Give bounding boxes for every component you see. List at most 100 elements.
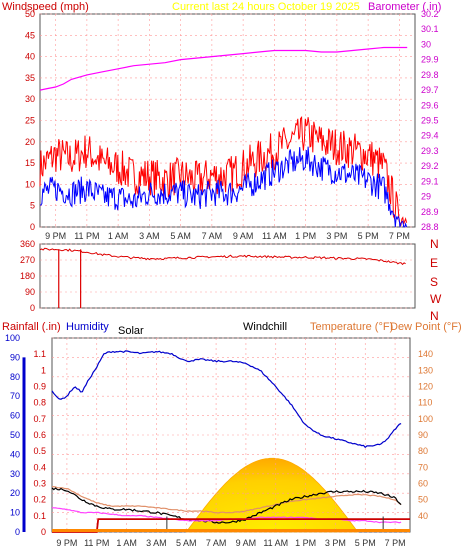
compass-label: N: [430, 309, 439, 323]
barometer-tick: 28.9: [421, 207, 439, 217]
barometer-tick: 30.1: [421, 24, 439, 34]
rainfall-axis-label: Rainfall (.in): [2, 321, 61, 333]
humidity-line: [51, 350, 402, 449]
solar-label: Solar: [118, 325, 144, 337]
temperature-ticks: 40 50 60 70 80 90 100 110 120 130 140: [418, 349, 433, 521]
temperature-tick: 60: [418, 479, 428, 489]
humidity-tick: 70: [10, 391, 20, 401]
rainfall-tick: 0.3: [33, 479, 46, 489]
weather-time-tick: 9 AM: [236, 538, 257, 548]
humidity-ticks: 0 10 20 30 40 50 60 70 80 90 100: [5, 333, 26, 537]
rainfall-tick: 1: [41, 365, 46, 375]
weather-time-tick: 7 AM: [206, 538, 227, 548]
rainfall-tick: 0.7: [33, 414, 46, 424]
weather-time-tick: 11 AM: [263, 538, 288, 548]
wind-speed-tick: 25: [25, 116, 35, 126]
temperature-tick: 50: [418, 495, 428, 505]
weather-time-tick: 5 PM: [355, 538, 376, 548]
barometer-line: [39, 46, 408, 91]
temperature-tick: 80: [418, 446, 428, 456]
barometer-tick: 29.4: [421, 131, 439, 141]
barometer-tick: 29.6: [421, 100, 439, 110]
barometer-ticks: 28.8 28.9 29 29.1 29.2 29.3 29.4 29.5 29.6 29.7 29…: [421, 9, 439, 232]
wind-time-tick: 11 PM: [74, 231, 99, 241]
temperature-tick: 130: [418, 365, 433, 375]
wind-speed-tick: 50: [25, 9, 35, 19]
rain-baseline: [52, 529, 410, 532]
humidity-tick: 10: [10, 508, 20, 518]
compass-label: W: [430, 292, 442, 306]
direction-degree-tick: 0: [30, 303, 35, 313]
barometer-tick: 28.8: [421, 222, 439, 232]
direction-series: [39, 247, 406, 308]
humidity-tick: 30: [10, 469, 20, 479]
temperature-tick: 100: [418, 414, 433, 424]
wind-speed-tick: 35: [25, 73, 35, 83]
wind-time-tick: 9 PM: [45, 231, 66, 241]
weather-time-tick: 5 AM: [176, 538, 197, 548]
wind-time-tick: 5 AM: [170, 231, 191, 241]
wind-speed-tick: 0: [30, 222, 35, 232]
windchill-line: [51, 487, 402, 524]
barometer-tick: 29.1: [421, 176, 439, 186]
compass-label: E: [430, 256, 438, 270]
humidity-tick: 50: [10, 430, 20, 440]
temperature-tick: 70: [418, 462, 428, 472]
humidity-tick: 40: [10, 449, 20, 459]
rainfall-ticks: 0 0.1 0.2 0.3 0.4 0.5 0.6 0.7 0.8 0.9 1 1.1: [33, 349, 46, 537]
direction-plot-frame: [39, 243, 416, 309]
direction-degree-tick: 360: [20, 239, 35, 249]
weather-time-tick: 9 PM: [56, 538, 77, 548]
barometer-tick: 30: [421, 39, 431, 49]
weather-time-tick: 3 PM: [325, 538, 346, 548]
barometer-tick: 29.2: [421, 161, 439, 171]
weather-time-tick: 11 PM: [84, 538, 109, 548]
direction-degree-tick: 90: [25, 287, 35, 297]
humidity-tick: 60: [10, 411, 20, 421]
rainfall-tick: 0.5: [33, 446, 46, 456]
temperature-tick: 40: [418, 511, 428, 521]
wind-speed-tick: 40: [25, 52, 35, 62]
humidity-tick: 0: [15, 527, 20, 537]
weather-time-tick: 1 AM: [116, 538, 137, 548]
direction-line: [39, 247, 406, 266]
humidity-tick: 80: [10, 372, 20, 382]
barometer-tick: 29.9: [421, 55, 439, 65]
wind-speed-ticks: 0 5 10 15 20 25 30 35 40 45 50: [25, 9, 35, 232]
wind-time-tick: 7 AM: [202, 231, 223, 241]
rainfall-tick: 0: [41, 527, 46, 537]
wind-time-tick: 11 AM: [262, 231, 287, 241]
wind-speed-tick: 20: [25, 137, 35, 147]
temperature-tick: 140: [418, 349, 433, 359]
temperature-line: [51, 486, 402, 514]
wind-series: [39, 46, 408, 228]
rainfall-tick: 1.1: [33, 349, 46, 359]
dewpoint-axis-label: Dew Point (°F): [390, 321, 462, 333]
direction-degree-ticks: 0 90 180 270 360: [20, 239, 35, 313]
direction-degree-tick: 180: [20, 271, 35, 281]
temperature-tick: 120: [418, 382, 433, 392]
gust-line: [39, 115, 408, 226]
windchill-label: Windchill: [243, 321, 287, 333]
weather-series: [51, 350, 410, 533]
speed-line: [40, 146, 408, 228]
humidity-axis-label: Humidity: [66, 321, 109, 333]
temperature-tick: 90: [418, 430, 428, 440]
wind-time-tick: 3 AM: [139, 231, 160, 241]
rainfall-tick: 0.8: [33, 398, 46, 408]
wind-time-tick: 5 PM: [358, 231, 379, 241]
barometer-tick: 30.2: [421, 9, 439, 19]
wind-time-ticks: 9 PM 11 PM 1 AM 3 AM 5 AM 7 AM 9 AM 11 AM 1 PM 3 …: [45, 231, 410, 241]
humidity-tick: 20: [10, 488, 20, 498]
wind-time-tick: 1 AM: [108, 231, 129, 241]
barometer-tick: 29.3: [421, 146, 439, 156]
wind-speed-tick: 10: [25, 179, 35, 189]
barometer-axis-label: Barometer (.in): [368, 1, 441, 13]
temperature-axis-label: Temperature (°F): [310, 321, 393, 333]
barometer-tick: 29.8: [421, 70, 439, 80]
rainfall-tick: 0.9: [33, 382, 46, 392]
